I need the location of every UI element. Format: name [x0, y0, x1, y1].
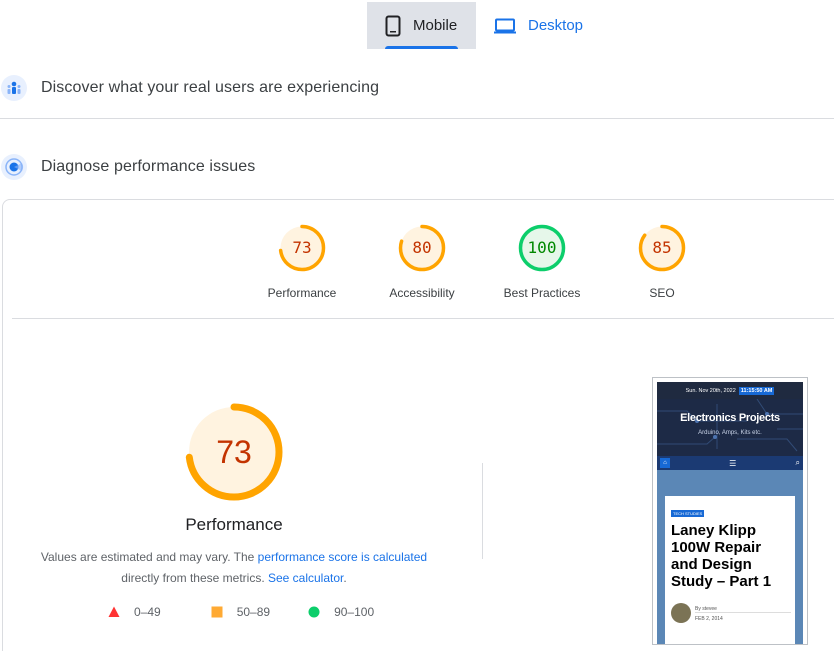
desc-text: directly from these metrics. — [121, 571, 268, 585]
score-ring — [185, 403, 283, 501]
gauge-label: Performance — [267, 286, 337, 300]
score-ring — [278, 224, 326, 272]
performance-score-link[interactable]: performance score is calculated — [257, 550, 428, 564]
score-ring — [638, 224, 686, 272]
users-icon — [1, 75, 27, 101]
gauge-score: 80 — [412, 238, 432, 257]
performance-title: Performance — [185, 515, 283, 534]
tab-mobile-label: Mobile — [413, 17, 458, 34]
screenshot-tag: TECH STUDIES — [671, 510, 705, 517]
divider — [12, 318, 834, 319]
tab-desktop[interactable]: Desktop — [476, 2, 599, 49]
triangle-icon — [108, 606, 120, 617]
score-ring — [518, 224, 566, 272]
screenshot-nav: ⌂ ☰ ⌕ — [657, 456, 803, 470]
menu-icon: ☰ — [729, 458, 737, 468]
gauge-best-practices[interactable]: 100 Best Practices — [494, 224, 590, 300]
lab-data-title: Diagnose performance issues — [41, 158, 256, 175]
lighthouse-icon — [1, 154, 27, 180]
divider — [695, 612, 791, 613]
legend-range: 50–89 — [236, 605, 271, 619]
gauge-accessibility[interactable]: 80 Accessibility — [374, 224, 470, 300]
gauge-score: 73 — [292, 238, 312, 257]
category-gauges: 73 Performance 80 Accessibility 100 Best… — [0, 224, 834, 304]
screenshot-site-tagline: Arduino, Amps, Kits etc. — [698, 430, 762, 436]
screenshot-time: 11:15:50 AM — [738, 386, 775, 395]
gauge-score: 85 — [652, 238, 672, 257]
score-legend: 0–49 50–89 90–100 — [108, 605, 374, 619]
laptop-icon — [494, 18, 516, 33]
screenshot-hero: Electronics Projects Arduino, Amps, Kits… — [657, 399, 803, 456]
screenshot-byline: By stevee — [695, 606, 717, 612]
vertical-divider — [482, 463, 483, 559]
tab-mobile[interactable]: Mobile — [367, 2, 476, 49]
score-ring — [398, 224, 446, 272]
gauge-performance[interactable]: 73 Performance — [254, 224, 350, 300]
legend-pass: 90–100 — [308, 605, 374, 619]
divider — [0, 118, 834, 119]
tab-desktop-label: Desktop — [528, 17, 584, 34]
page-screenshot[interactable]: Sun. Nov 20th, 2022 11:15:50 AM Electron… — [652, 377, 808, 645]
screenshot-post-date: FEB 2, 2014 — [695, 616, 723, 622]
home-icon: ⌂ — [660, 458, 670, 468]
field-data-section[interactable]: Discover what your real users are experi… — [0, 74, 834, 102]
gauge-score: 100 — [527, 238, 557, 257]
circle-icon — [308, 606, 320, 618]
performance-score: 73 — [216, 434, 252, 470]
search-icon: ⌕ — [795, 458, 800, 467]
see-calculator-link[interactable]: See calculator — [267, 571, 344, 585]
report-card — [2, 199, 834, 651]
lab-data-section: Diagnose performance issues — [0, 153, 834, 181]
desc-text: Values are estimated and may vary. The — [40, 550, 258, 564]
legend-fail: 0–49 — [108, 605, 161, 619]
performance-gauge-large: 73 — [185, 403, 283, 501]
gauge-label: Accessibility — [389, 286, 455, 300]
gauge-seo[interactable]: 85 SEO — [614, 224, 710, 300]
gauge-label: Best Practices — [503, 286, 581, 300]
screenshot-content: Sun. Nov 20th, 2022 11:15:50 AM Electron… — [657, 382, 803, 644]
screenshot-site-title: Electronics Projects — [680, 412, 780, 424]
screenshot-post-card: TECH STUDIES Laney Klipp 100W Repair and… — [665, 496, 795, 644]
gauge-label: SEO — [649, 286, 675, 300]
screenshot-date: Sun. Nov 20th, 2022 — [685, 387, 736, 394]
screenshot-date-bar: Sun. Nov 20th, 2022 11:15:50 AM — [657, 382, 803, 399]
circuit-pattern-image — [657, 399, 803, 452]
desc-text: . — [343, 571, 347, 585]
square-icon — [211, 606, 223, 618]
avatar — [671, 603, 691, 623]
legend-range: 0–49 — [134, 605, 161, 619]
device-tabs: Mobile Desktop — [367, 2, 599, 49]
phone-icon — [385, 15, 401, 36]
screenshot-headline: Laney Klipp 100W Repair and Design Study… — [671, 522, 772, 590]
legend-average: 50–89 — [211, 605, 270, 619]
legend-range: 90–100 — [334, 605, 375, 619]
performance-description: Values are estimated and may vary. The p… — [26, 547, 442, 589]
field-data-title: Discover what your real users are experi… — [41, 79, 380, 96]
